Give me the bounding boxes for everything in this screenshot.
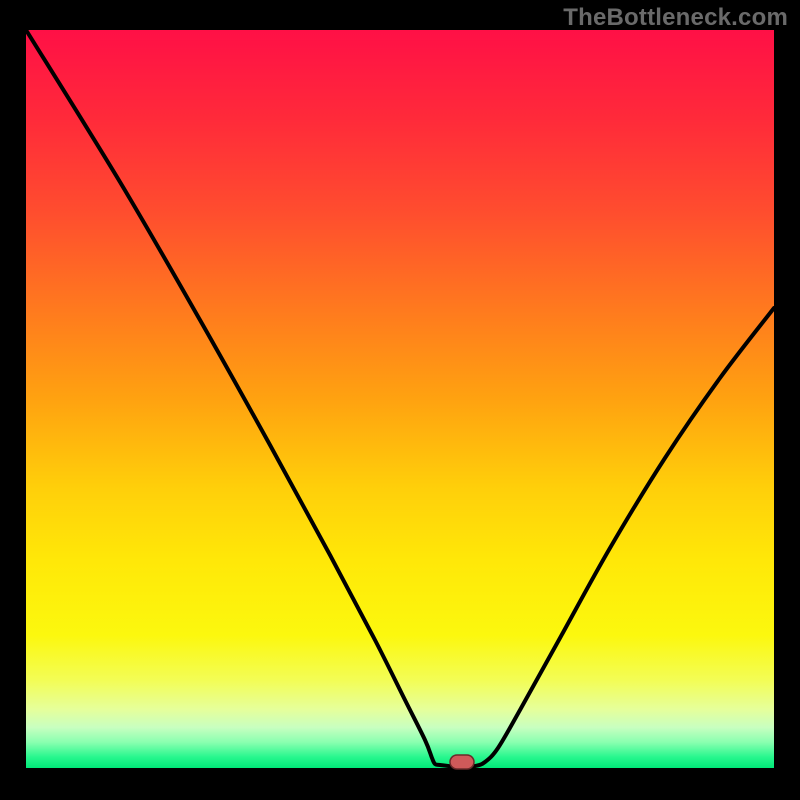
watermark-label: TheBottleneck.com	[563, 4, 788, 32]
chart-frame: TheBottleneck.com	[0, 0, 800, 800]
bottleneck-chart	[0, 0, 800, 800]
optimal-point-marker	[450, 755, 474, 769]
gradient-background	[26, 30, 774, 768]
